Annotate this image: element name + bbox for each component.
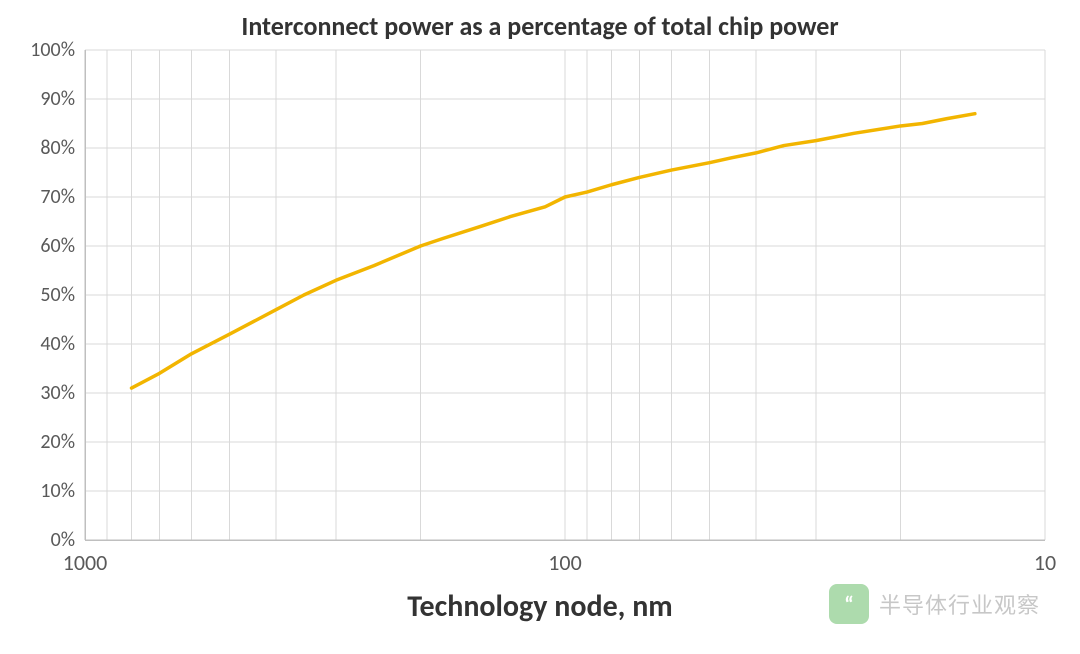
y-tick-label: 40% — [40, 332, 75, 356]
plot-svg: 0%10%20%30%40%50%60%70%80%90%100%1000100… — [0, 0, 1080, 654]
watermark-text: 半导体行业观察 — [879, 588, 1040, 620]
y-tick-label: 10% — [40, 479, 75, 503]
plot-area: 0%10%20%30%40%50%60%70%80%90%100%1000100… — [0, 0, 1080, 654]
x-tick-label: 1000 — [63, 549, 108, 576]
watermark-icon: “ — [829, 584, 869, 624]
y-tick-label: 90% — [40, 87, 75, 111]
y-tick-label: 50% — [40, 283, 75, 307]
x-tick-label: 10 — [1034, 549, 1056, 576]
x-tick-label: 100 — [548, 549, 581, 576]
y-tick-label: 100% — [30, 38, 75, 62]
y-tick-label: 20% — [40, 430, 75, 454]
y-tick-label: 60% — [40, 234, 75, 258]
y-tick-label: 70% — [40, 185, 75, 209]
watermark: “ 半导体行业观察 — [829, 584, 1040, 624]
y-tick-label: 30% — [40, 381, 75, 405]
y-tick-label: 80% — [40, 136, 75, 160]
